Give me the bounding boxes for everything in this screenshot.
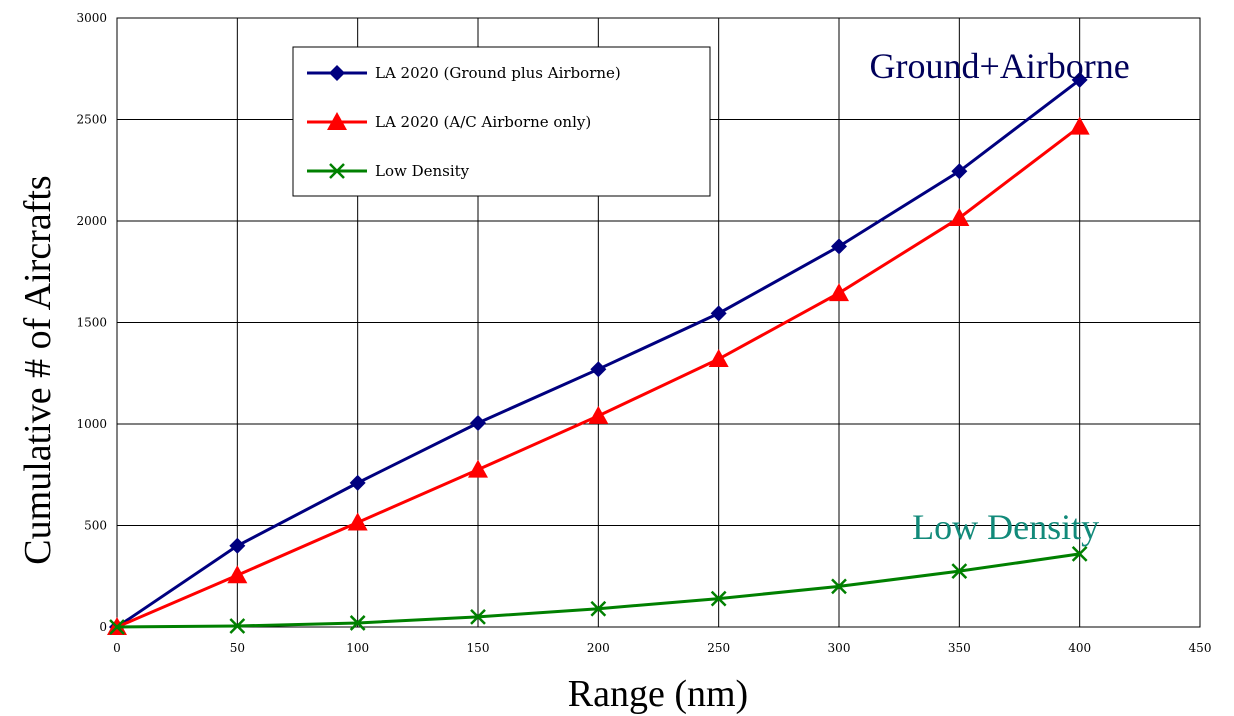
data-point-diamond [710, 305, 727, 322]
x-tick-label: 100 [346, 641, 369, 655]
data-point-x [710, 590, 727, 607]
data-point-x [951, 563, 968, 580]
y-tick-label: 500 [84, 519, 107, 533]
y-tick-label: 3000 [76, 11, 107, 25]
data-point-triangle [708, 349, 729, 368]
data-point-x [831, 578, 847, 595]
x-tick-label: 400 [1068, 641, 1091, 655]
x-tick-label: 450 [1189, 641, 1212, 655]
plot-border [116, 17, 1201, 628]
y-axis-title: Cumulative # of Aircrafts [17, 175, 59, 564]
y-tick-label: 2500 [76, 113, 107, 127]
data-point-x [470, 608, 486, 625]
legend: LA 2020 (Ground plus Airborne) LA 2020 (A… [292, 46, 711, 197]
y-tick-label: 1500 [76, 316, 107, 330]
data-point-x [349, 615, 366, 631]
annotation-label: Ground+Airborne [870, 46, 1130, 86]
y-tick-labels: 0 500 1000 1500 2000 2500 3000 [76, 11, 107, 634]
data-point-diamond [831, 238, 847, 255]
data-point-triangle [347, 512, 368, 531]
data-point-x [329, 163, 345, 179]
data-point-diamond [470, 414, 486, 431]
data-point-x [109, 619, 125, 635]
data-point-diamond [329, 65, 345, 81]
x-tick-labels: 0 50 100 150 200 250 300 350 400 450 [113, 641, 1211, 655]
y-tick-label: 0 [99, 620, 107, 634]
legend-label: LA 2020 (A/C Airborne only) [375, 113, 591, 131]
data-point-triangle [588, 405, 609, 424]
x-tick-label: 250 [707, 641, 730, 655]
series-group [107, 71, 1090, 635]
x-tick-label: 300 [828, 641, 851, 655]
annotations: Ground+AirborneAirborne onlyLow Density [870, 46, 1130, 547]
annotation-label: Low Density [912, 507, 1099, 547]
legend-label: LA 2020 (Ground plus Airborne) [375, 64, 621, 82]
x-tick-label: 0 [113, 641, 121, 655]
series-3 [109, 546, 1088, 635]
data-point-x [229, 618, 246, 634]
data-point-x [1071, 546, 1088, 562]
data-point-diamond [590, 361, 607, 378]
data-point-diamond [229, 537, 246, 554]
data-point-x [590, 600, 607, 617]
x-tick-label: 200 [587, 641, 610, 655]
y-tick-label: 2000 [76, 214, 107, 228]
data-point-triangle [327, 112, 347, 130]
data-point-diamond [951, 163, 968, 180]
x-tick-label: 50 [230, 641, 245, 655]
data-point-triangle [949, 207, 970, 226]
data-point-triangle [468, 459, 488, 478]
data-point-triangle [829, 283, 849, 302]
data-point-triangle [1069, 116, 1090, 135]
legend-label: Low Density [375, 162, 470, 180]
data-point-triangle [227, 565, 248, 584]
data-point-diamond [349, 474, 366, 491]
x-tick-label: 150 [467, 641, 490, 655]
data-point-diamond [1071, 71, 1088, 88]
x-tick-label: 350 [948, 641, 971, 655]
y-tick-label: 1000 [76, 417, 107, 431]
x-axis-title: Range (nm) [568, 673, 748, 715]
